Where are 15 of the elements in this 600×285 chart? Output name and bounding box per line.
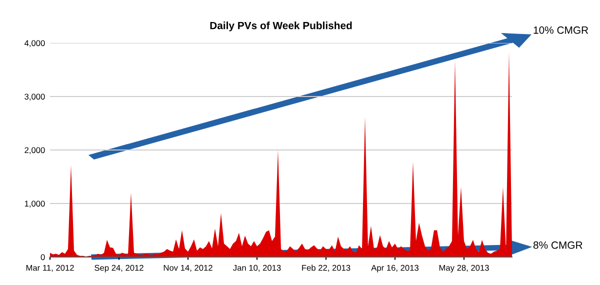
y-tick-label: 2,000 [24,147,45,154]
x-tick-label: Apr 16, 2013 [371,264,418,272]
y-tick-label: 1,000 [24,200,45,208]
x-tick-label: Feb 22, 2013 [302,264,350,272]
chart-title: Daily PVs of Week Published [210,22,352,32]
y-tick-label: 0 [40,254,45,260]
y-tick-label: 4,000 [24,40,45,48]
text: 8% CMGR [533,241,582,249]
y-tick-label: 3,000 [24,94,45,101]
x-tick-label: May 28, 2013 [439,264,489,272]
x-tick-label: Jan 10, 2013 [233,264,281,272]
x-tick-label: Mar 11, 2012 [26,264,74,272]
x-tick-label: Nov 14, 2012 [164,264,212,272]
x-tick-label: Sep 24, 2012 [94,264,144,272]
text: 10% CMGR [534,26,588,34]
